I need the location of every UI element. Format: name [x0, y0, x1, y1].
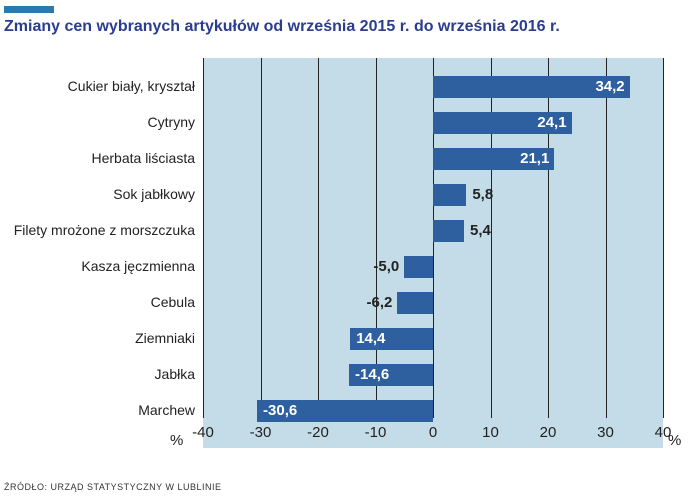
x-tick-label: -40 — [188, 424, 218, 441]
x-tick-label: -20 — [303, 424, 333, 441]
gridline — [261, 58, 262, 418]
category-label: Marchew — [0, 402, 195, 418]
gridline — [203, 58, 204, 418]
category-label: Cytryny — [0, 114, 195, 130]
bar-value-label: -14,6 — [355, 366, 405, 383]
bar-value-label: -5,0 — [359, 258, 399, 275]
x-tick-label: 20 — [533, 424, 563, 441]
bar-value-label: -30,6 — [263, 402, 313, 419]
bar-value-label: 5,8 — [472, 186, 493, 203]
chart-area — [203, 58, 663, 448]
bar — [404, 256, 433, 278]
category-label: Cukier biały, kryształ — [0, 78, 195, 94]
bar-value-label: 24,1 — [522, 114, 567, 131]
bar-value-label: 5,4 — [470, 222, 491, 239]
x-unit-left: % — [170, 432, 183, 449]
bar-value-label: 34,2 — [580, 78, 625, 95]
category-label: Filety mrożone z morszczuka — [0, 222, 195, 238]
bar — [433, 220, 464, 242]
bar — [397, 292, 433, 314]
category-label: Herbata liściasta — [0, 150, 195, 166]
bar-value-label: 14,4 — [356, 330, 406, 347]
bar-value-label: 21,1 — [504, 150, 549, 167]
x-tick-label: -30 — [246, 424, 276, 441]
chart-title: Zmiany cen wybranych artykułów od wrześn… — [4, 18, 560, 36]
x-tick-label: 40 — [648, 424, 678, 441]
gridline — [663, 58, 664, 418]
x-tick-label: 10 — [476, 424, 506, 441]
category-label: Kasza jęczmienna — [0, 258, 195, 274]
gridline — [606, 58, 607, 418]
x-tick-label: -10 — [361, 424, 391, 441]
category-label: Cebula — [0, 294, 195, 310]
bar-value-label: -6,2 — [352, 294, 392, 311]
gridline — [318, 58, 319, 418]
x-tick-label: 30 — [591, 424, 621, 441]
x-tick-label: 0 — [418, 424, 448, 441]
title-accent-bar — [4, 6, 54, 13]
category-label: Jabłka — [0, 366, 195, 382]
bar — [433, 184, 466, 206]
source-caption: ŹRÓDŁO: URZĄD STATYSTYCZNY W LUBLINIE — [4, 482, 222, 492]
category-label: Sok jabłkowy — [0, 186, 195, 202]
category-label: Ziemniaki — [0, 330, 195, 346]
